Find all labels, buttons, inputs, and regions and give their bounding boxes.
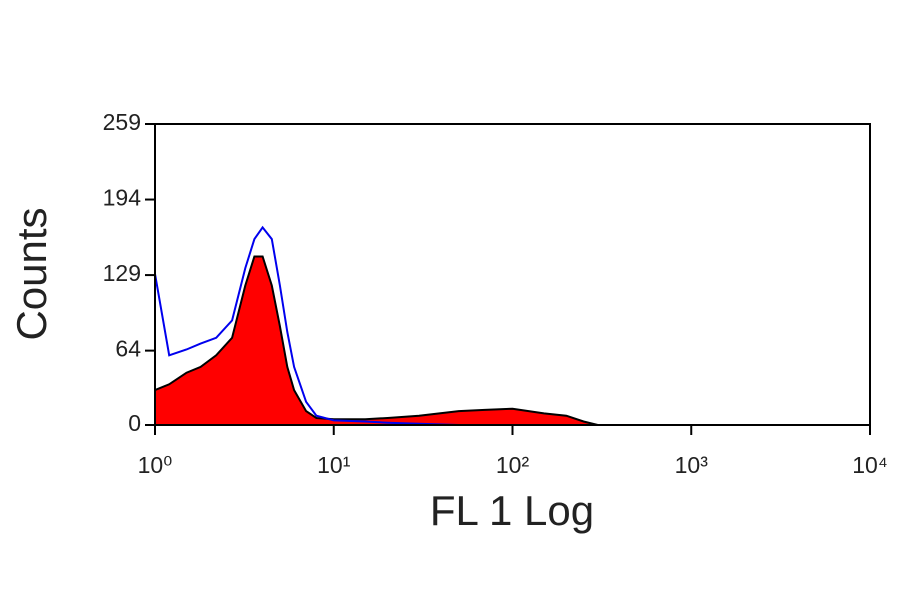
y-tick-label: 0 bbox=[128, 410, 141, 436]
area bbox=[154, 255, 621, 426]
y-axis-label: Counts bbox=[8, 207, 55, 340]
x-axis-label: FL 1 Log bbox=[430, 487, 594, 534]
y-tick-label: 194 bbox=[103, 185, 142, 211]
x-tick-label: 10² bbox=[496, 452, 530, 478]
y-tick-label: 64 bbox=[115, 336, 141, 362]
y-tick-label: 259 bbox=[103, 109, 141, 135]
y-tick-label: 129 bbox=[103, 260, 141, 286]
x-tick-label: 10¹ bbox=[317, 452, 351, 478]
x-tick-label: 10⁴ bbox=[852, 452, 887, 478]
x-tick-label: 10⁰ bbox=[138, 452, 173, 478]
x-tick-label: 10³ bbox=[675, 452, 709, 478]
